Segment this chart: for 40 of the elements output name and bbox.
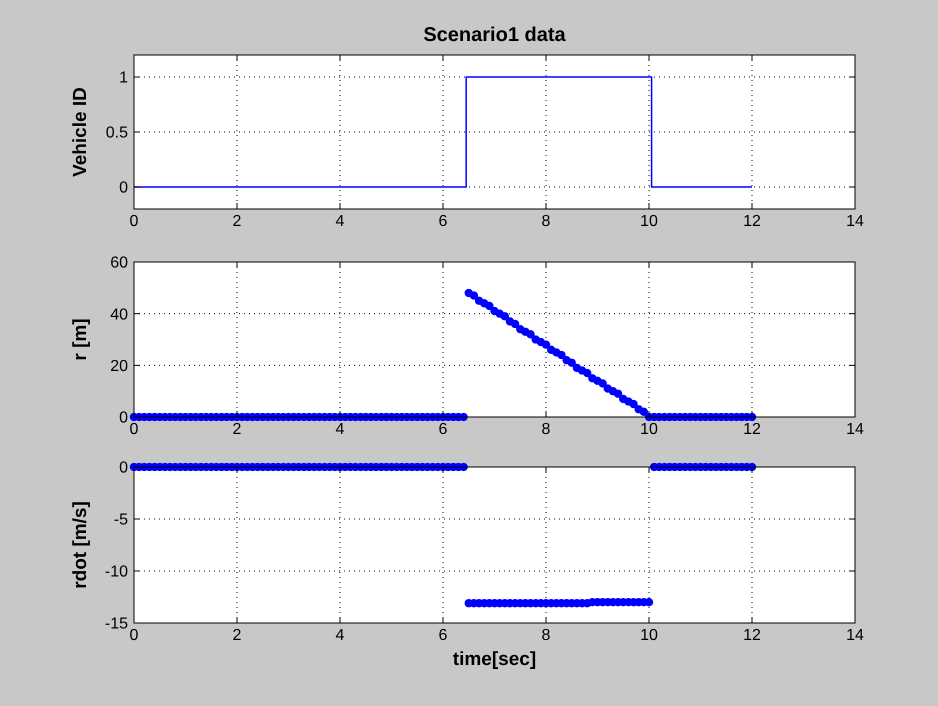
x-tick-label: 14 — [846, 627, 864, 644]
x-tick-label: 8 — [542, 421, 551, 438]
y-tick-label: -5 — [114, 512, 128, 529]
y-tick-label: 20 — [110, 358, 128, 375]
x-axis-title: time[sec] — [452, 649, 536, 670]
x-tick-label: 6 — [438, 213, 448, 230]
x-tick-label: 2 — [232, 627, 242, 644]
x-tick-label: 10 — [640, 627, 658, 644]
x-tick-label: 4 — [336, 627, 345, 644]
chart-title: Scenario1 data — [423, 24, 567, 46]
x-tick-label: 14 — [846, 213, 864, 230]
x-tick-label: 2 — [232, 421, 242, 438]
x-tick-label: 6 — [438, 421, 448, 438]
x-tick-label: 10 — [640, 421, 658, 438]
y-tick-label: 60 — [110, 254, 128, 272]
y-tick-label: -10 — [104, 564, 128, 581]
y-tick-label: 0 — [119, 460, 128, 477]
y-axis-title: Vehicle ID — [70, 87, 91, 177]
x-tick-label: 8 — [542, 213, 551, 230]
x-tick-label: 6 — [438, 627, 448, 644]
x-tick-label: 0 — [130, 213, 139, 230]
y-axis-title: rdot [m/s] — [70, 501, 91, 589]
y-tick-label: 0 — [119, 180, 128, 197]
y-tick-label: 0.5 — [106, 124, 128, 142]
x-tick-label: 4 — [336, 213, 345, 230]
y-tick-label: 0 — [119, 410, 128, 427]
x-tick-label: 2 — [232, 213, 242, 230]
x-tick-label: 12 — [743, 421, 761, 438]
x-tick-label: 10 — [640, 213, 658, 230]
y-tick-label: 1 — [119, 70, 128, 87]
x-tick-label: 4 — [336, 421, 345, 438]
y-tick-label: 40 — [110, 306, 128, 324]
y-axis-title: r [m] — [70, 318, 91, 361]
y-tick-label: -15 — [104, 616, 128, 633]
x-tick-label: 12 — [743, 627, 761, 644]
x-tick-label: 8 — [542, 627, 551, 644]
x-tick-label: 12 — [743, 213, 761, 230]
x-tick-label: 0 — [130, 627, 139, 644]
x-tick-label: 14 — [846, 421, 864, 438]
x-tick-label: 0 — [130, 421, 139, 438]
